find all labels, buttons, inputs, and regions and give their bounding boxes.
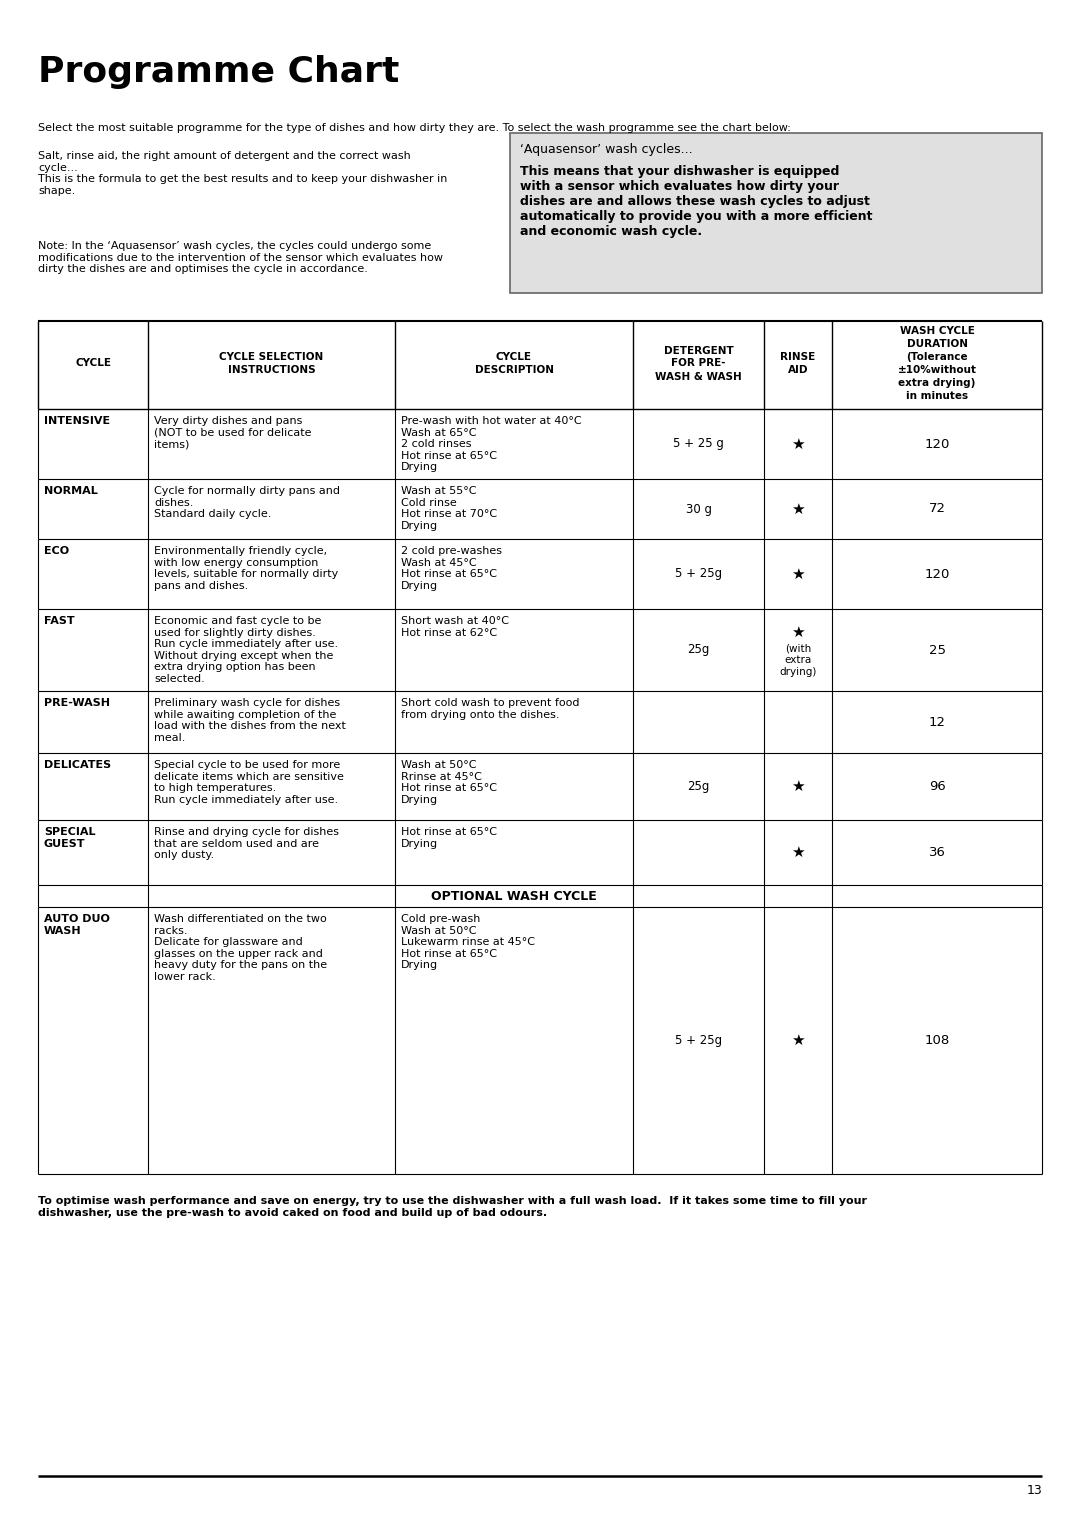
Text: 13: 13: [1026, 1484, 1042, 1497]
Text: Cold pre-wash
Wash at 50°C
Lukewarm rinse at 45°C
Hot rinse at 65°C
Drying: Cold pre-wash Wash at 50°C Lukewarm rins…: [401, 914, 535, 970]
Text: ECO: ECO: [44, 545, 69, 556]
Text: Very dirty dishes and pans
(NOT to be used for delicate
items): Very dirty dishes and pans (NOT to be us…: [154, 416, 311, 449]
Text: ‘Aquasensor’ wash cycles...: ‘Aquasensor’ wash cycles...: [519, 144, 692, 156]
Text: 5 + 25g: 5 + 25g: [675, 567, 723, 581]
Text: 30 g: 30 g: [686, 503, 712, 515]
Text: 120: 120: [924, 567, 949, 581]
Text: PRE-WASH: PRE-WASH: [44, 698, 110, 707]
Text: Wash differentiated on the two
racks.
Delicate for glassware and
glasses on the : Wash differentiated on the two racks. De…: [154, 914, 327, 983]
Text: Pre-wash with hot water at 40°C
Wash at 65°C
2 cold rinses
Hot rinse at 65°C
Dry: Pre-wash with hot water at 40°C Wash at …: [401, 416, 582, 472]
Text: WASH CYCLE: WASH CYCLE: [900, 325, 974, 336]
Text: Salt, rinse aid, the right amount of detergent and the correct wash
cycle...
Thi: Salt, rinse aid, the right amount of det…: [38, 151, 447, 196]
Text: ★: ★: [792, 625, 805, 640]
Text: CYCLE: CYCLE: [496, 351, 532, 362]
Text: Hot rinse at 65°C
Drying: Hot rinse at 65°C Drying: [401, 827, 497, 848]
Text: This means that your dishwasher is equipped
with a sensor which evaluates how di: This means that your dishwasher is equip…: [519, 165, 873, 238]
FancyBboxPatch shape: [510, 133, 1042, 293]
Text: INSTRUCTIONS: INSTRUCTIONS: [228, 365, 315, 374]
Text: ★: ★: [792, 845, 805, 860]
Text: FAST: FAST: [44, 616, 75, 626]
Text: CYCLE: CYCLE: [75, 359, 111, 368]
Text: DETERGENT: DETERGENT: [663, 345, 733, 356]
Text: ★: ★: [792, 779, 805, 795]
Text: Cycle for normally dirty pans and
dishes.
Standard daily cycle.: Cycle for normally dirty pans and dishes…: [154, 486, 340, 520]
Text: Wash at 55°C
Cold rinse
Hot rinse at 70°C
Drying: Wash at 55°C Cold rinse Hot rinse at 70°…: [401, 486, 497, 530]
Text: 12: 12: [929, 715, 945, 729]
Text: ★: ★: [792, 567, 805, 582]
Text: WASH & WASH: WASH & WASH: [656, 371, 742, 382]
Text: 108: 108: [924, 1034, 949, 1047]
Text: ★: ★: [792, 1033, 805, 1048]
Text: Economic and fast cycle to be
used for slightly dirty dishes.
Run cycle immediat: Economic and fast cycle to be used for s…: [154, 616, 338, 685]
Text: (Tolerance: (Tolerance: [906, 351, 968, 362]
Text: AUTO DUO
WASH: AUTO DUO WASH: [44, 914, 110, 935]
Text: 5 + 25 g: 5 + 25 g: [673, 437, 724, 451]
Text: Short wash at 40°C
Hot rinse at 62°C: Short wash at 40°C Hot rinse at 62°C: [401, 616, 509, 637]
Text: DURATION: DURATION: [906, 339, 968, 348]
Text: OPTIONAL WASH CYCLE: OPTIONAL WASH CYCLE: [431, 889, 597, 903]
Text: Rinse and drying cycle for dishes
that are seldom used and are
only dusty.: Rinse and drying cycle for dishes that a…: [154, 827, 339, 860]
Text: ★: ★: [792, 501, 805, 516]
Text: Wash at 50°C
Rrinse at 45°C
Hot rinse at 65°C
Drying: Wash at 50°C Rrinse at 45°C Hot rinse at…: [401, 759, 497, 805]
Text: 120: 120: [924, 437, 949, 451]
Text: 72: 72: [929, 503, 945, 515]
Text: INTENSIVE: INTENSIVE: [44, 416, 110, 426]
Text: 25g: 25g: [687, 779, 710, 793]
Text: 25: 25: [929, 643, 945, 657]
Text: FOR PRE-: FOR PRE-: [672, 359, 726, 368]
Text: 96: 96: [929, 779, 945, 793]
Text: Short cold wash to prevent food
from drying onto the dishes.: Short cold wash to prevent food from dry…: [401, 698, 580, 720]
Text: DESCRIPTION: DESCRIPTION: [474, 365, 554, 374]
Text: AID: AID: [787, 365, 808, 374]
Text: 2 cold pre-washes
Wash at 45°C
Hot rinse at 65°C
Drying: 2 cold pre-washes Wash at 45°C Hot rinse…: [401, 545, 502, 591]
Text: extra drying): extra drying): [899, 377, 975, 388]
Text: (with
extra
drying): (with extra drying): [780, 643, 816, 677]
Text: ±10%without: ±10%without: [897, 365, 976, 374]
Text: Note: In the ‘Aquasensor’ wash cycles, the cycles could undergo some
modificatio: Note: In the ‘Aquasensor’ wash cycles, t…: [38, 241, 443, 274]
Text: NORMAL: NORMAL: [44, 486, 98, 497]
Text: SPECIAL
GUEST: SPECIAL GUEST: [44, 827, 95, 848]
Text: Special cycle to be used for more
delicate items which are sensitive
to high tem: Special cycle to be used for more delica…: [154, 759, 343, 805]
Text: Preliminary wash cycle for dishes
while awaiting completion of the
load with the: Preliminary wash cycle for dishes while …: [154, 698, 346, 743]
Text: 5 + 25g: 5 + 25g: [675, 1034, 723, 1047]
Text: DELICATES: DELICATES: [44, 759, 111, 770]
Text: Environmentally friendly cycle,
with low energy consumption
levels, suitable for: Environmentally friendly cycle, with low…: [154, 545, 338, 591]
Text: CYCLE SELECTION: CYCLE SELECTION: [219, 351, 324, 362]
Text: ★: ★: [792, 437, 805, 451]
Text: To optimise wash performance and save on energy, try to use the dishwasher with : To optimise wash performance and save on…: [38, 1196, 867, 1218]
Text: in minutes: in minutes: [906, 391, 968, 400]
Text: 36: 36: [929, 847, 945, 859]
Text: Select the most suitable programme for the type of dishes and how dirty they are: Select the most suitable programme for t…: [38, 122, 791, 133]
Text: Programme Chart: Programme Chart: [38, 55, 400, 89]
Text: RINSE: RINSE: [781, 351, 815, 362]
Text: 25g: 25g: [687, 643, 710, 657]
